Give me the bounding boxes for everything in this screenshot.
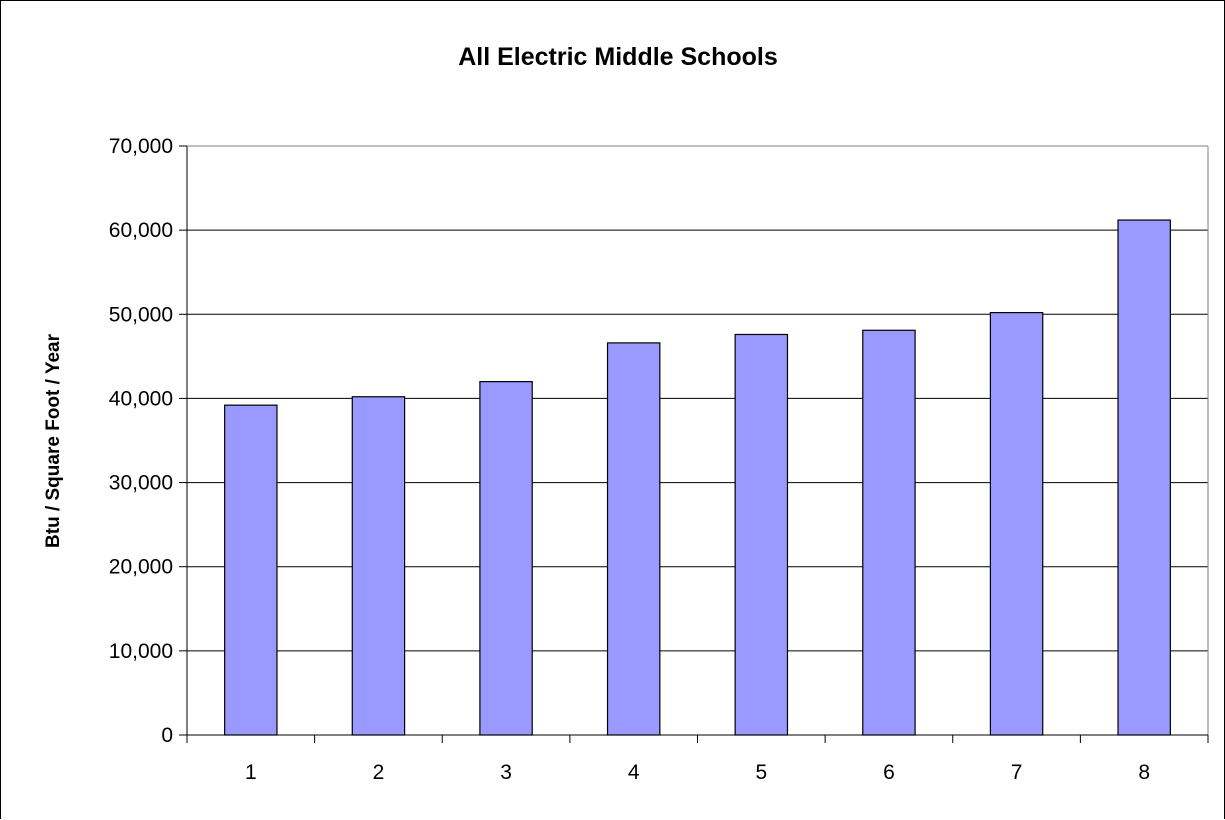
y-tick-label: 70,000 [109, 135, 173, 158]
y-tick-label: 50,000 [109, 303, 173, 326]
x-tick-labels: 1 2 3 4 5 6 7 8 [245, 761, 1150, 784]
bar [989, 312, 1044, 736]
bar [734, 333, 789, 736]
x-tick-label: 8 [1138, 761, 1150, 784]
x-tick-label: 1 [245, 761, 257, 784]
y-tick-label: 20,000 [109, 556, 173, 579]
chart-title: All Electric Middle Schools [458, 43, 778, 71]
y-axis-label: Btu / Square Foot / Year [43, 333, 64, 548]
y-tick-label: 10,000 [109, 640, 173, 663]
x-tick-label: 2 [373, 761, 385, 784]
bar [224, 404, 278, 736]
y-tick-label: 30,000 [109, 472, 173, 495]
bar [606, 342, 661, 736]
bar [1117, 219, 1171, 736]
x-tick-label: 3 [500, 761, 512, 784]
bar [862, 329, 916, 736]
y-tick-labels: 0 10,000 20,000 30,000 40,000 50,000 60,000 70,… [109, 135, 173, 747]
bars [224, 219, 1171, 736]
y-tick-label: 0 [161, 724, 173, 747]
x-tick-label: 5 [755, 761, 767, 784]
x-tick-label: 7 [1011, 761, 1023, 784]
y-tick-label: 60,000 [109, 219, 173, 242]
grid-lines [187, 145, 1208, 652]
axes [179, 145, 1209, 743]
bar [351, 396, 406, 736]
x-tick-label: 6 [883, 761, 895, 784]
bar [479, 381, 533, 736]
y-tick-label: 40,000 [109, 387, 173, 410]
x-tick-label: 4 [628, 761, 640, 784]
